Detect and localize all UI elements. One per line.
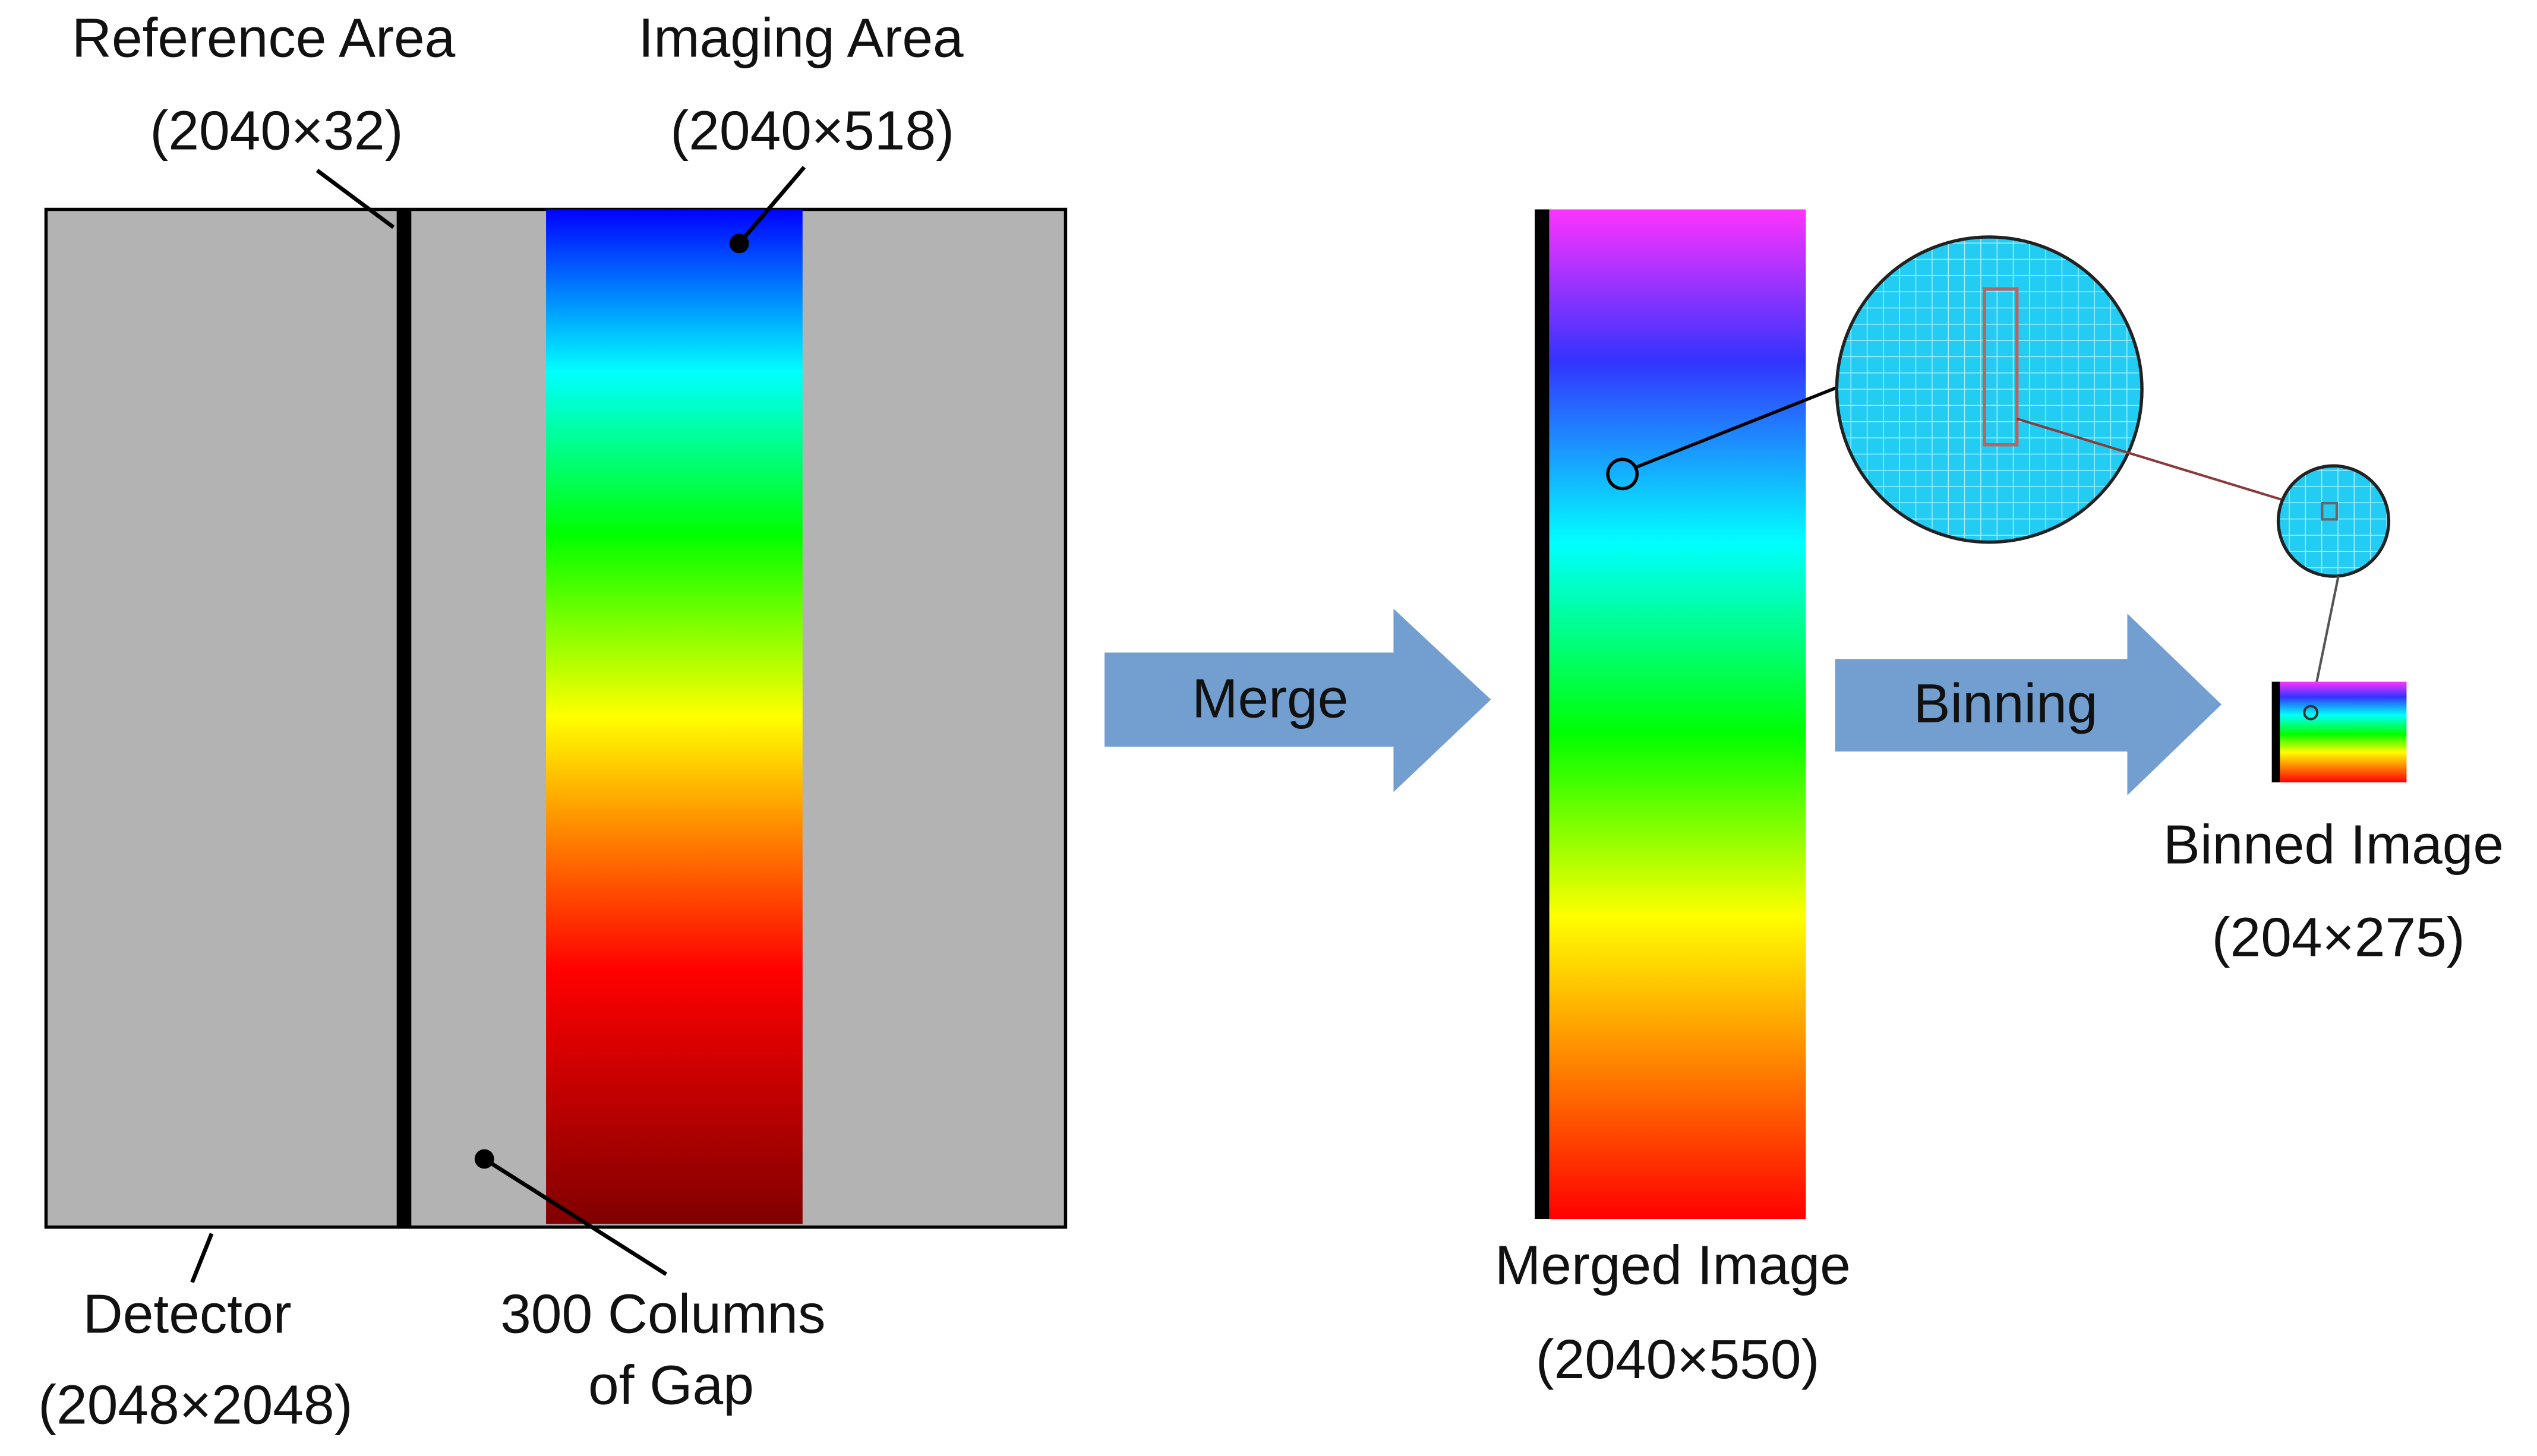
zoom-circle [2276, 464, 2391, 578]
binned-image [2280, 681, 2407, 783]
zoom-circle [1835, 235, 2144, 544]
merge-arrow [1105, 608, 1491, 792]
leader-line [483, 1157, 668, 1276]
label: (2040×550) [1536, 1328, 1820, 1390]
label: (204×275) [2212, 906, 2465, 968]
label: Imaging Area [638, 7, 964, 69]
zoom-line [1634, 384, 1841, 469]
binned-reference [2271, 681, 2280, 783]
bin-pixel [2321, 502, 2338, 521]
zoom-line [2017, 418, 2326, 514]
leader-line [190, 1233, 214, 1283]
merged-image [1549, 209, 1806, 1220]
label: Detector [83, 1283, 292, 1344]
zoom-marker [1606, 457, 1639, 491]
leader-line [315, 169, 395, 229]
step-label: Merge [1192, 668, 1348, 729]
label: (2040×518) [670, 99, 954, 161]
imaging-area [546, 209, 803, 1224]
merged-reference [1535, 209, 1550, 1220]
label: 300 Columns [500, 1283, 825, 1344]
label: of Gap [588, 1354, 754, 1416]
leader-dot [474, 1149, 494, 1169]
binning-arrow [1835, 613, 2222, 795]
leader-dot [729, 233, 749, 254]
label: Binned Image [2163, 814, 2504, 876]
leader-line [737, 166, 806, 245]
zoom-marker [2303, 705, 2319, 721]
label: (2048×2048) [38, 1373, 352, 1435]
label: Reference Area [72, 7, 456, 69]
label: Merged Image [1495, 1234, 1851, 1296]
label: (2040×32) [150, 99, 403, 161]
reference-area [396, 209, 412, 1227]
step-label: Binning [1914, 672, 2098, 734]
bin-window [1983, 287, 2019, 447]
